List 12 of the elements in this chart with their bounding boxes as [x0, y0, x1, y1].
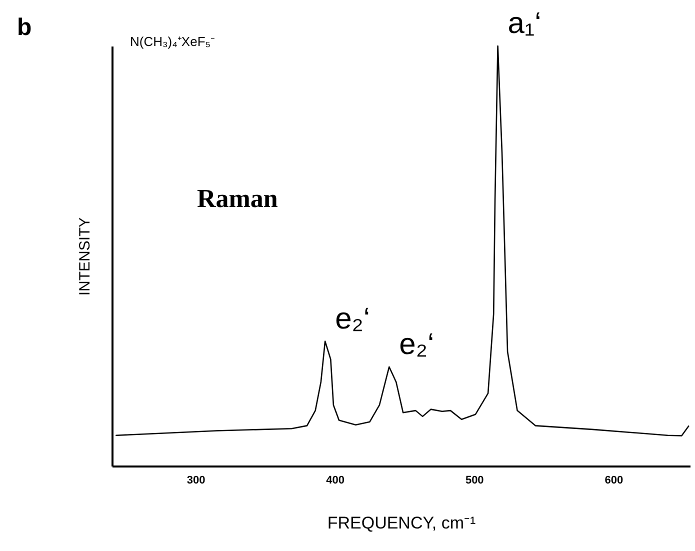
annotation: Raman: [197, 184, 278, 213]
annotation: N(CH₃)₄⁺XeF₅⁻: [130, 34, 215, 49]
annotation: a₁‘: [508, 7, 542, 40]
annotation: e₂‘: [399, 328, 434, 361]
x-tick-label: 500: [465, 474, 484, 486]
x-tick-label: 400: [326, 474, 345, 486]
text: b: [17, 14, 32, 41]
y-axis-title: INTENSITY: [76, 217, 94, 296]
x-tick-label: 600: [604, 474, 624, 486]
x-axis-title: FREQUENCY, cm⁻¹: [327, 514, 476, 532]
x-tick-label: 300: [186, 474, 206, 486]
annotation: e₂‘: [335, 302, 370, 336]
